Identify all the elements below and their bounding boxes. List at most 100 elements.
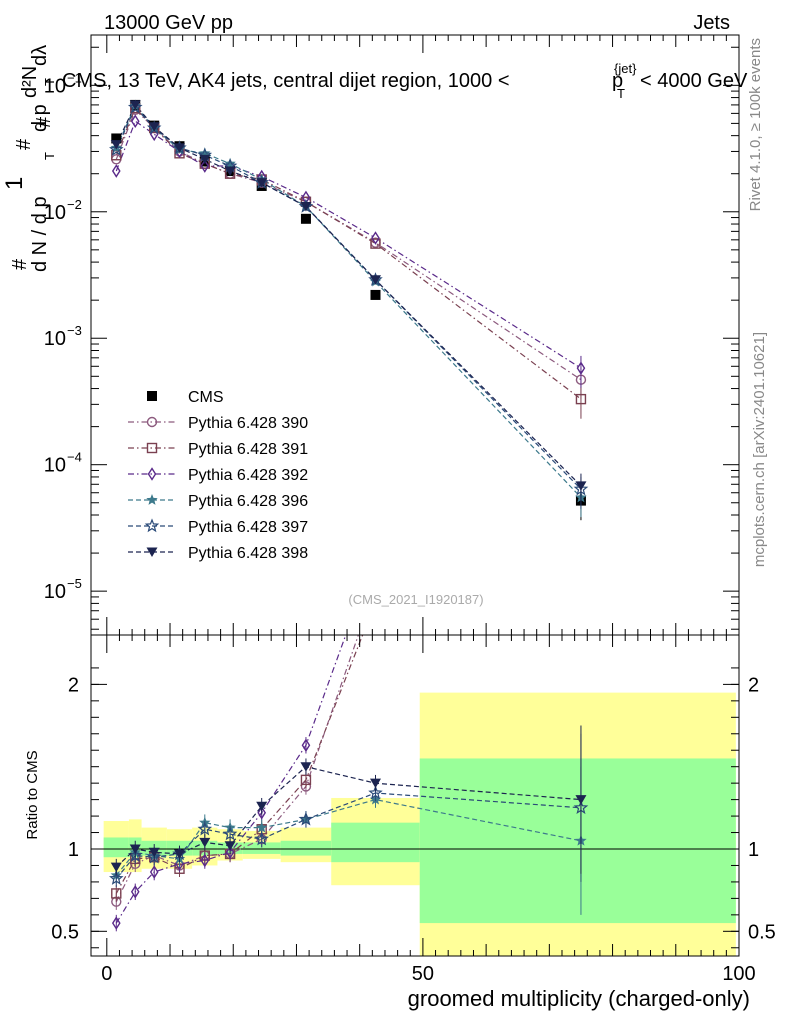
y-tick-exponent: −5 xyxy=(67,576,82,591)
header-left: 13000 GeV pp xyxy=(104,12,233,34)
data-point xyxy=(300,213,311,224)
ratio-point xyxy=(200,853,210,868)
data-point xyxy=(369,275,381,285)
band-green-0 xyxy=(103,837,129,858)
ratio-point xyxy=(369,778,381,789)
ylabel-hash-3: # xyxy=(33,116,55,128)
legend-marker xyxy=(146,547,158,557)
series-line-6 xyxy=(115,103,582,487)
data-point xyxy=(300,202,312,212)
ratio-point xyxy=(199,837,211,848)
data-point xyxy=(130,114,140,129)
data-point xyxy=(224,157,236,169)
main-panel xyxy=(109,99,589,521)
series-line-4 xyxy=(115,104,582,498)
y-tick-label: 10 xyxy=(44,328,66,350)
legend-label: Pythia 6.428 398 xyxy=(188,545,308,562)
ratio-point xyxy=(575,795,587,805)
x-axis-label: groomed multiplicity (charged-only) xyxy=(408,986,750,1011)
ratio-line-3 xyxy=(115,798,582,876)
data-point xyxy=(370,289,381,300)
data-point xyxy=(109,141,124,156)
ratio-point xyxy=(111,916,121,930)
ratio-point xyxy=(129,844,141,854)
title-end: < 4000 GeV xyxy=(640,70,748,92)
data-point xyxy=(224,166,236,177)
ylabel-num: d²N xyxy=(19,66,41,98)
ratio-point xyxy=(256,801,268,812)
main-y-axis-label: # 1 d N / d p T # d²N # d p T dλ xyxy=(1,45,57,272)
ylabel-t1: T xyxy=(42,152,57,160)
series-line-5 xyxy=(115,106,582,490)
title-main: CMS, 13 TeV, AK4 jets, central dijet reg… xyxy=(62,70,510,92)
ratio-frame xyxy=(90,634,740,957)
ylabel-hash-1: # xyxy=(9,258,31,270)
title-sup: {jet} xyxy=(614,61,637,76)
ratio-panel xyxy=(109,581,589,932)
ratio-point xyxy=(256,821,268,833)
axes: 10 −110 −210 −310 −410 −50 50 1000.5 0.51 12 2 xyxy=(44,35,776,985)
ratio-y-tick-label: 1 xyxy=(68,839,79,861)
ratio-line-5 xyxy=(115,766,582,868)
chart-title: CMS, 13 TeV, AK4 jets, central dijet reg… xyxy=(62,61,748,101)
legend-label: Pythia 6.428 392 xyxy=(188,467,308,484)
ratio-point xyxy=(300,762,312,772)
data-point xyxy=(370,238,381,249)
band-green-8 xyxy=(331,822,420,863)
ylabel-dp: d p xyxy=(29,104,51,132)
x-tick-label: 100 xyxy=(722,963,755,985)
ratio-point xyxy=(111,888,122,899)
y-tick-label: 10 xyxy=(44,581,66,603)
data-point xyxy=(200,159,210,173)
ratio-line-4 xyxy=(115,792,582,879)
data-point xyxy=(111,150,122,161)
y-tick-exponent: −4 xyxy=(67,450,82,465)
ratio-point xyxy=(224,841,236,851)
ratio-y-tick-label: 0.5 xyxy=(51,921,79,943)
ylabel-dn: d N / d p xyxy=(29,196,51,272)
ratio-point xyxy=(368,785,383,800)
data-point xyxy=(129,100,141,110)
data-point xyxy=(127,99,143,114)
data-point xyxy=(199,147,211,159)
ratio-y-tick-label-right: 0.5 xyxy=(748,921,776,943)
ratio-point xyxy=(109,870,124,885)
x-tick-label: 50 xyxy=(412,963,434,985)
ratio-point xyxy=(130,884,140,899)
ratio-line-2 xyxy=(115,635,347,924)
legend-label: Pythia 6.428 397 xyxy=(188,519,308,536)
ratio-y-tick-label-right: 2 xyxy=(748,674,759,696)
ratio-point xyxy=(257,805,267,820)
ratio-point xyxy=(300,774,312,786)
ratio-point xyxy=(225,845,235,860)
y-tick-exponent: −3 xyxy=(67,323,82,338)
data-point xyxy=(575,393,587,405)
data-point xyxy=(576,361,586,375)
legend: CMS Pythia 6.428 390 Pythia 6.428 391 Pythi… xyxy=(128,389,308,562)
data-point xyxy=(575,481,587,491)
data-point xyxy=(111,133,122,144)
ratio-point xyxy=(197,821,213,836)
ratio-point xyxy=(254,831,269,846)
ratio-point xyxy=(110,862,122,873)
band-green-6 xyxy=(242,842,281,854)
data-point xyxy=(174,143,186,153)
legend-label: CMS xyxy=(188,389,224,406)
ylabel-t2: T xyxy=(42,78,57,86)
title-sub: T xyxy=(617,86,625,101)
y-tick-label: 10 xyxy=(44,202,66,224)
data-point xyxy=(199,154,211,165)
x-tick-label: 0 xyxy=(101,963,112,985)
analysis-watermark: (CMS_2021_I1920187) xyxy=(348,592,483,607)
ratio-uncertainty-bands xyxy=(91,692,739,956)
mcplots-label: mcplots.cern.ch [arXiv:2401.10621] xyxy=(751,332,768,567)
ratio-y-label: Ratio to CMS xyxy=(24,750,41,839)
legend-label: Pythia 6.428 391 xyxy=(188,441,308,458)
series-line-2 xyxy=(115,107,582,400)
ratio-point xyxy=(371,581,380,590)
rivet-label: Rivet 4.1.0, ≥ 100k events xyxy=(747,38,764,211)
y-tick-exponent: −1 xyxy=(67,70,82,85)
ratio-point xyxy=(301,738,311,753)
legend-marker xyxy=(144,518,160,533)
y-tick-exponent: −2 xyxy=(67,197,82,212)
